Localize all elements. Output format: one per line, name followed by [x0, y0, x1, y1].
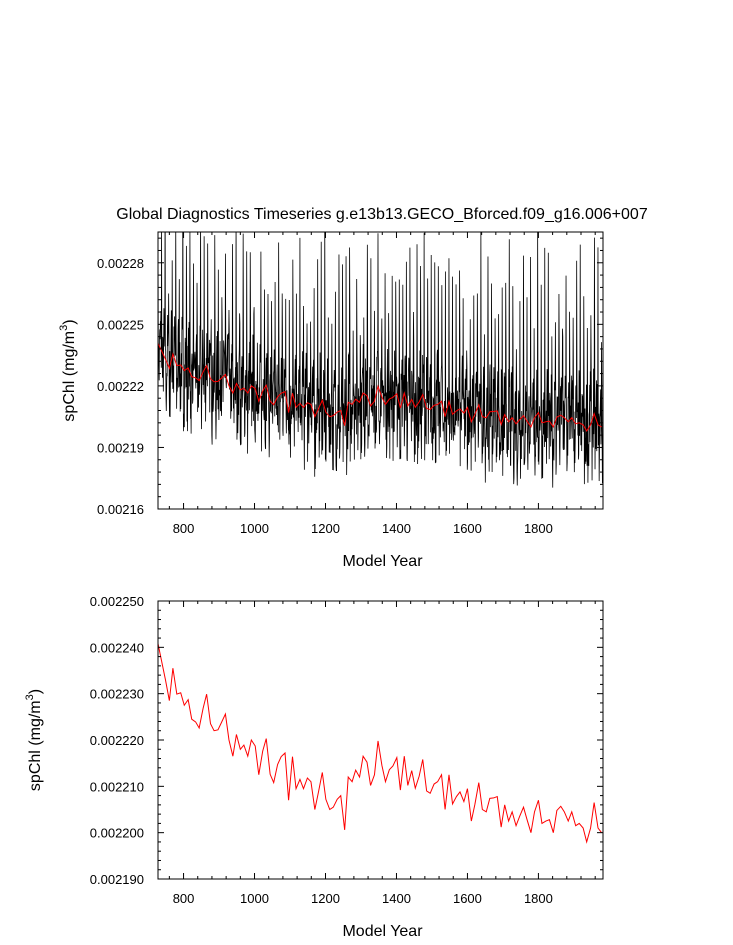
plot-area	[158, 232, 603, 488]
y-tick-label: 0.00228	[97, 256, 144, 271]
top-panel: 800 1000 1200 1400 1600 1800 0.00216 0.00219 0.0…	[58, 231, 604, 570]
x-axis-title: Model Year	[342, 553, 423, 570]
x-axis-title: Model Year	[342, 923, 423, 940]
x-tick-label: 800	[173, 521, 195, 536]
y-tick-label: 0.002230	[90, 687, 144, 702]
plot-area	[158, 643, 602, 844]
x-tick-label: 1200	[311, 891, 340, 906]
plot-frame	[157, 231, 604, 510]
y-tick-label: 0.002210	[90, 779, 144, 794]
x-tick-label: 1000	[240, 521, 269, 536]
series-line-annual-mean	[158, 643, 602, 844]
y-tick-label: 0.002190	[90, 872, 144, 887]
x-tick-label: 1800	[524, 521, 553, 536]
y-tick-label: 0.002250	[90, 594, 144, 609]
bottom-panel: 800 1000 1200 1400 1600 1800 0.002190 0.002200 0…	[24, 594, 604, 940]
y-tick-label: 0.00225	[97, 317, 144, 332]
y-tick-label: 0.002200	[90, 826, 144, 841]
y-axis-title: spChl (mg/m3)	[24, 689, 44, 791]
x-tick-label: 1600	[453, 891, 482, 906]
x-tick-label: 1000	[240, 891, 269, 906]
y-tick-label: 0.002220	[90, 733, 144, 748]
y-axis-title: spChl (mg/m3)	[58, 319, 78, 421]
x-tick-label: 1400	[382, 891, 411, 906]
series-line-annual-mean	[158, 342, 602, 432]
x-tick-label: 1400	[382, 521, 411, 536]
figure-title: Global Diagnostics Timeseries g.e13b13.G…	[116, 206, 648, 223]
x-tick-label: 800	[173, 891, 195, 906]
y-tick-label: 0.00216	[97, 502, 144, 517]
y-tick-label: 0.00219	[97, 440, 144, 455]
y-tick-label: 0.00222	[97, 379, 144, 394]
x-tick-label: 1200	[311, 521, 340, 536]
x-tick-label: 1600	[453, 521, 482, 536]
plot-frame	[157, 600, 604, 880]
series-line-monthly	[158, 232, 603, 488]
x-tick-label: 1800	[524, 891, 553, 906]
y-tick-label: 0.002240	[90, 640, 144, 655]
